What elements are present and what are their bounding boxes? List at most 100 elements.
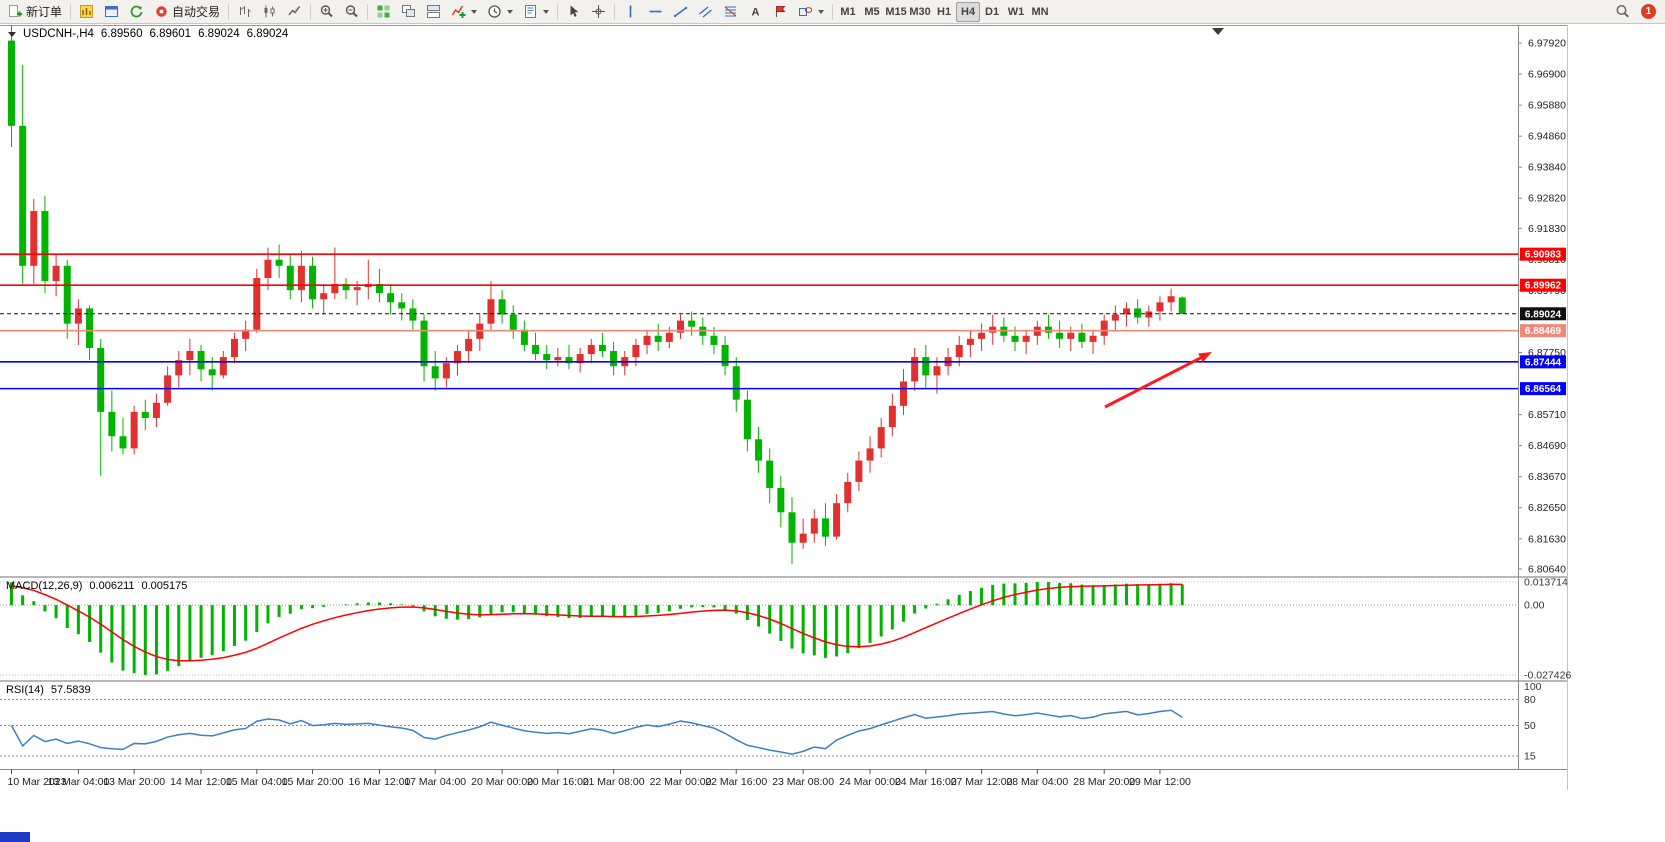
zoom-in-icon — [319, 4, 334, 19]
tile-horizontal-icon — [426, 4, 441, 19]
zoom-in-button[interactable] — [314, 2, 339, 22]
timeframe-h1-button[interactable]: H1 — [932, 2, 956, 22]
channel-button[interactable] — [693, 2, 718, 22]
templates-button[interactable] — [518, 2, 554, 22]
macd-label: MACD(12,26,9) 0.006211 0.005175 — [6, 580, 187, 592]
text-tool-button[interactable]: A — [743, 2, 768, 22]
trendline-button[interactable] — [668, 2, 693, 22]
autotrading-button[interactable]: 自动交易 — [149, 2, 225, 22]
horizontal-line-icon — [648, 4, 663, 19]
search-button[interactable] — [1610, 2, 1635, 22]
notification-badge[interactable]: 1 — [1641, 4, 1656, 19]
timeframe-m15-button[interactable]: M15 — [884, 2, 908, 22]
separator — [310, 3, 312, 20]
bar-high-value: 6.89601 — [149, 28, 192, 40]
timeframe-w1-button[interactable]: W1 — [1004, 2, 1028, 22]
timeframe-m30-button[interactable]: M30 — [908, 2, 932, 22]
svg-text:29 Mar 12:00: 29 Mar 12:00 — [1129, 776, 1191, 788]
chart-shift-marker[interactable] — [1212, 28, 1224, 35]
new-order-icon — [8, 4, 23, 19]
svg-text:6.81630: 6.81630 — [1528, 533, 1566, 545]
svg-text:6.87444: 6.87444 — [1525, 357, 1562, 368]
bottom-left-accent — [0, 832, 30, 842]
template-icon — [523, 4, 538, 19]
indicators-add-icon — [451, 4, 466, 19]
line-chart-icon — [287, 4, 302, 19]
cursor-button[interactable] — [561, 2, 586, 22]
charts-button[interactable] — [74, 2, 99, 22]
svg-text:6.93840: 6.93840 — [1528, 162, 1566, 174]
svg-text:13 Mar 20:00: 13 Mar 20:00 — [103, 776, 165, 788]
svg-text:0.00: 0.00 — [1524, 600, 1545, 612]
svg-text:6.89024: 6.89024 — [1525, 309, 1562, 320]
tile-windows-icon — [376, 4, 391, 19]
line-chart-button[interactable] — [282, 2, 307, 22]
charts-icon — [79, 4, 94, 19]
zoom-out-button[interactable] — [339, 2, 364, 22]
horizontal-line-button[interactable] — [643, 2, 668, 22]
cursor-icon — [566, 4, 581, 19]
vertical-line-button[interactable] — [618, 2, 643, 22]
bar-close-value: 6.89024 — [246, 28, 289, 40]
svg-text:6.95880: 6.95880 — [1528, 100, 1566, 112]
svg-text:6.96900: 6.96900 — [1528, 69, 1566, 81]
chart-canvas[interactable]: 6.97920 6.96900 6.95880 6.94860 6.93840 6.928… — [0, 25, 1665, 790]
chart-symbol-period: USDCNH-,H4 — [23, 28, 94, 40]
crosshair-button[interactable] — [586, 2, 611, 22]
bar-chart-button[interactable] — [232, 2, 257, 22]
svg-text:16 Mar 12:00: 16 Mar 12:00 — [349, 776, 411, 788]
timeframe-h4-button[interactable]: H4 — [956, 1, 981, 22]
channel-icon — [698, 4, 713, 19]
svg-text:15 Mar 20:00: 15 Mar 20:00 — [282, 776, 344, 788]
cascade-windows-icon — [401, 4, 416, 19]
cascade-windows-button[interactable] — [396, 2, 421, 22]
new-order-button[interactable]: 新订单 — [3, 2, 67, 22]
tile-windows-button[interactable] — [371, 2, 396, 22]
separator — [228, 3, 230, 20]
svg-text:24 Mar 16:00: 24 Mar 16:00 — [895, 776, 957, 788]
crosshair-icon — [591, 4, 606, 19]
svg-text:15 Mar 04:00: 15 Mar 04:00 — [226, 776, 288, 788]
svg-text:17 Mar 04:00: 17 Mar 04:00 — [404, 776, 466, 788]
timeframe-m5-button[interactable]: M5 — [860, 2, 884, 22]
periods-button[interactable] — [482, 2, 518, 22]
chart-window: 6.97920 6.96900 6.95880 6.94860 6.93840 6.928… — [0, 25, 1665, 790]
separator — [614, 3, 616, 20]
svg-text:13 Mar 04:00: 13 Mar 04:00 — [47, 776, 109, 788]
timeframe-d1-button[interactable]: D1 — [980, 2, 1004, 22]
svg-text:10 Mar 2023: 10 Mar 2023 — [8, 776, 67, 788]
refresh-button[interactable] — [124, 2, 149, 22]
svg-text:6.84690: 6.84690 — [1528, 440, 1566, 452]
autotrading-label: 自动交易 — [172, 5, 221, 19]
shapes-button[interactable] — [793, 2, 829, 22]
svg-text:6.86564: 6.86564 — [1525, 384, 1562, 395]
label-tool-button[interactable] — [768, 2, 793, 22]
svg-text:6.90983: 6.90983 — [1525, 250, 1562, 261]
chevron-down-icon — [818, 9, 825, 14]
rsi-value: 57.5839 — [50, 684, 91, 696]
main-toolbar: 新订单 自动交易 A M1 M5 M15 M30 H1 H4 D1 W1 MN … — [0, 0, 1665, 24]
tile-horizontal-button[interactable] — [421, 2, 446, 22]
svg-text:6.97920: 6.97920 — [1528, 38, 1566, 50]
svg-text:14 Mar 12:00: 14 Mar 12:00 — [170, 776, 232, 788]
macd-main-value: 0.006211 — [89, 580, 135, 592]
search-icon — [1615, 4, 1630, 19]
svg-text:6.85710: 6.85710 — [1528, 409, 1566, 421]
fibonacci-button[interactable] — [718, 2, 743, 22]
clock-icon — [487, 4, 502, 19]
timeframe-m1-button[interactable]: M1 — [836, 2, 860, 22]
text-tool-icon: A — [748, 4, 763, 19]
profile-window-icon — [104, 4, 119, 19]
shapes-icon — [798, 4, 813, 19]
chart-menu-icon[interactable] — [8, 31, 16, 37]
svg-text:20 Mar 00:00: 20 Mar 00:00 — [471, 776, 533, 788]
svg-text:A: A — [752, 7, 760, 19]
separator — [70, 3, 72, 20]
profile-button[interactable] — [99, 2, 124, 22]
chart-title: USDCNH-,H4 6.89560 6.89601 6.89024 6.890… — [8, 28, 288, 40]
indicators-button[interactable] — [446, 2, 482, 22]
timeframe-mn-button[interactable]: MN — [1028, 2, 1052, 22]
svg-text:6.91830: 6.91830 — [1528, 223, 1566, 235]
svg-text:-0.027426: -0.027426 — [1524, 670, 1571, 682]
candlestick-button[interactable] — [257, 2, 282, 22]
